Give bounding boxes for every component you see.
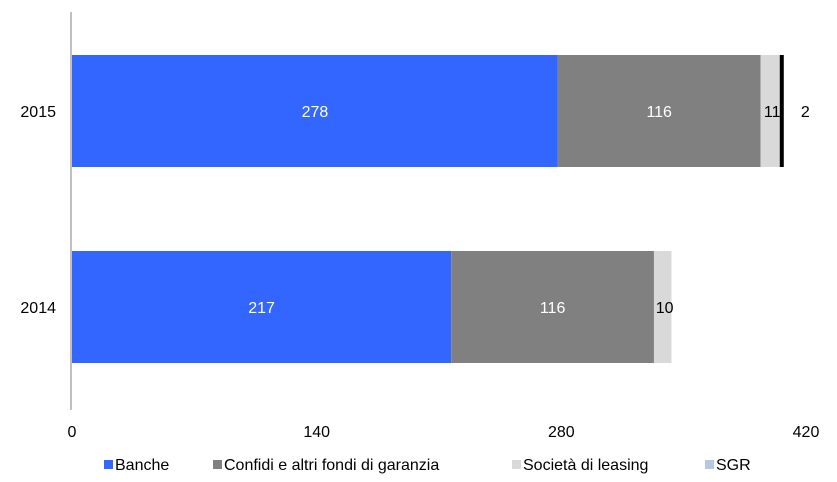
legend: Banche Confidi e altri fondi di garanzia S… <box>104 457 751 474</box>
bar-2014-1 <box>72 251 452 363</box>
x-tick-0: 0 <box>68 424 77 441</box>
legend-swatch-1 <box>104 460 113 469</box>
category-label-2015: 2015 <box>20 104 56 121</box>
data-label-2014-2: 116 <box>540 300 566 317</box>
legend-label-3: Società di leasing <box>523 457 648 474</box>
x-tick-140: 140 <box>303 424 330 441</box>
data-label-2015-2: 116 <box>646 104 672 121</box>
data-label-2015-4: 2 <box>801 104 810 121</box>
legend-label-2: Confidi e altri fondi di garanzia <box>224 457 439 474</box>
legend-swatch-2 <box>213 460 222 469</box>
bar-2015-3 <box>760 55 780 167</box>
data-labels: 278 116 11 2 217 116 10 <box>248 104 810 317</box>
bar-2015-4 <box>779 55 784 167</box>
x-axis-ticks: 0 140 280 420 <box>68 424 820 441</box>
bar-2015-2 <box>557 55 761 167</box>
x-tick-280: 280 <box>548 424 575 441</box>
legend-swatch-3 <box>512 460 521 469</box>
legend-swatch-4 <box>705 460 714 469</box>
data-label-2014-1: 217 <box>248 300 275 317</box>
data-label-2014-3: 10 <box>656 300 674 317</box>
data-label-2015-1: 278 <box>302 104 329 121</box>
category-label-2014: 2014 <box>20 300 56 317</box>
bar-2015-1 <box>72 55 558 167</box>
legend-label-1: Banche <box>115 457 169 474</box>
data-label-2015-3: 11 <box>764 104 781 121</box>
bars <box>72 55 784 363</box>
x-tick-420: 420 <box>793 424 820 441</box>
bar-2014-3 <box>653 251 672 363</box>
bar-2014-2 <box>451 251 654 363</box>
category-labels: 2015 2014 <box>20 104 56 317</box>
legend-label-4: SGR <box>716 457 751 474</box>
